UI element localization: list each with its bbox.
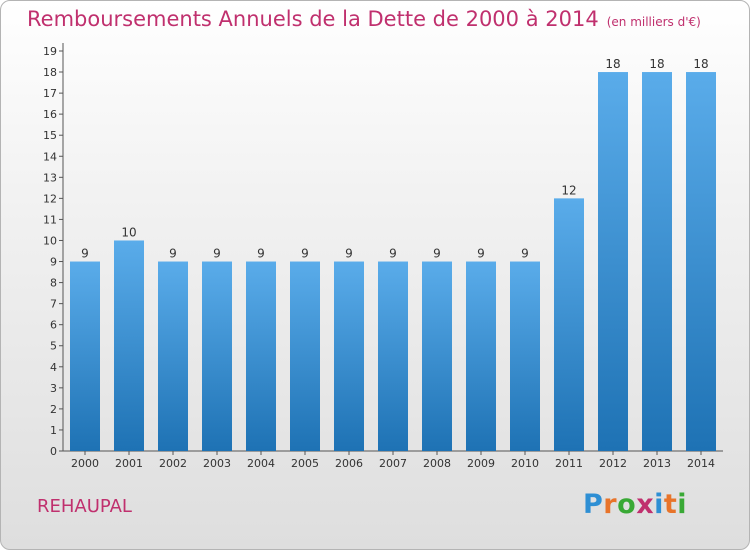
y-tick-label: 16 — [43, 108, 57, 121]
bar-2005[interactable] — [290, 261, 320, 451]
bar-2012[interactable] — [598, 72, 628, 451]
data-label: 18 — [693, 57, 708, 71]
x-tick-label: 2014 — [687, 457, 715, 470]
y-tick-label: 15 — [43, 129, 57, 142]
bar-2007[interactable] — [378, 261, 408, 451]
x-tick-label: 2007 — [379, 457, 407, 470]
x-tick-label: 2010 — [511, 457, 539, 470]
logo-letter: t — [663, 489, 678, 520]
x-tick-label: 2008 — [423, 457, 451, 470]
bar-2002[interactable] — [158, 261, 188, 451]
proxiti-logo[interactable]: Proxiti — [583, 489, 687, 520]
bar-2014[interactable] — [686, 72, 716, 451]
bar-2000[interactable] — [70, 261, 100, 451]
bar-2010[interactable] — [510, 261, 540, 451]
x-tick-label: 2012 — [599, 457, 627, 470]
bar-2001[interactable] — [114, 240, 144, 451]
bar-2009[interactable] — [466, 261, 496, 451]
data-label: 18 — [605, 57, 620, 71]
y-tick-label: 5 — [50, 340, 57, 353]
x-tick-label: 2000 — [71, 457, 99, 470]
data-label: 9 — [169, 247, 177, 261]
x-tick-label: 2001 — [115, 457, 143, 470]
bar-2008[interactable] — [422, 261, 452, 451]
y-tick-label: 4 — [50, 361, 57, 374]
chart-title: Remboursements Annuels de la Dette de 20… — [27, 7, 701, 31]
logo-letter: i — [677, 489, 688, 520]
x-tick-label: 2002 — [159, 457, 187, 470]
y-tick-label: 11 — [43, 213, 57, 226]
data-label: 9 — [521, 247, 529, 261]
data-label: 9 — [345, 247, 353, 261]
data-label: 9 — [477, 247, 485, 261]
logo-letter: r — [603, 489, 618, 520]
bar-2003[interactable] — [202, 261, 232, 451]
bar-2004[interactable] — [246, 261, 276, 451]
bar-2013[interactable] — [642, 72, 672, 451]
logo-letter: i — [654, 489, 664, 520]
y-tick-label: 9 — [50, 256, 57, 269]
data-label: 9 — [81, 247, 89, 261]
bar-2011[interactable] — [554, 198, 584, 451]
y-tick-label: 19 — [43, 45, 57, 58]
y-tick-label: 7 — [50, 298, 57, 311]
x-tick-label: 2004 — [247, 457, 275, 470]
y-tick-label: 18 — [43, 66, 57, 79]
x-tick-label: 2013 — [643, 457, 671, 470]
title-text: Remboursements Annuels de la Dette de 20… — [27, 7, 599, 31]
y-tick-label: 0 — [50, 445, 57, 458]
data-label: 9 — [433, 247, 441, 261]
bar-2006[interactable] — [334, 261, 364, 451]
y-tick-label: 14 — [43, 150, 57, 163]
y-tick-label: 3 — [50, 382, 57, 395]
data-label: 12 — [561, 183, 576, 197]
x-tick-label: 2006 — [335, 457, 363, 470]
x-tick-label: 2009 — [467, 457, 495, 470]
y-tick-label: 13 — [43, 171, 57, 184]
y-tick-label: 8 — [50, 277, 57, 290]
y-tick-label: 2 — [50, 403, 57, 416]
data-label: 9 — [213, 247, 221, 261]
data-label: 10 — [121, 225, 136, 239]
y-tick-label: 10 — [43, 234, 57, 247]
logo-letter: P — [583, 489, 604, 520]
data-label: 18 — [649, 57, 664, 71]
data-label: 9 — [301, 247, 309, 261]
data-label: 9 — [389, 247, 397, 261]
y-tick-label: 6 — [50, 319, 57, 332]
logo-letter: o — [617, 489, 637, 520]
y-tick-label: 17 — [43, 87, 57, 100]
x-tick-label: 2003 — [203, 457, 231, 470]
data-label: 9 — [257, 247, 265, 261]
x-tick-label: 2011 — [555, 457, 583, 470]
logo-letter: x — [636, 489, 655, 520]
commune-name: REHAUPAL — [37, 496, 132, 517]
y-tick-label: 12 — [43, 192, 57, 205]
y-tick-label: 1 — [50, 424, 57, 437]
x-tick-label: 2005 — [291, 457, 319, 470]
title-unit: (en milliers d'€) — [606, 15, 701, 29]
